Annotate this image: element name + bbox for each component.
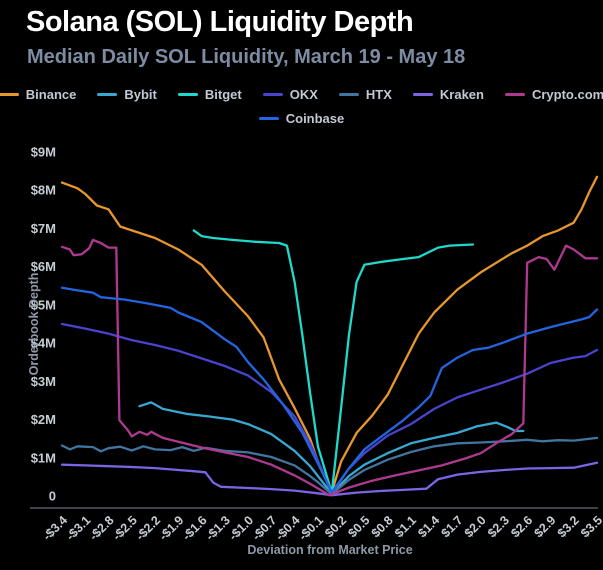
y-tick-9m: $9M bbox=[31, 145, 56, 160]
x-tick-0.8: $0.8 bbox=[369, 513, 396, 540]
legend-swatch-kraken bbox=[412, 92, 433, 97]
legend-swatch-binance bbox=[0, 92, 19, 97]
x-tick-2.8-neg: -$2.8 bbox=[87, 513, 117, 543]
x-tick-0.7-neg: -$0.7 bbox=[249, 513, 279, 543]
line-crypto-com bbox=[60, 238, 599, 497]
x-tick-3.4-neg: -$3.4 bbox=[40, 513, 70, 543]
y-tick-6m: $6M bbox=[31, 259, 56, 274]
legend-item-okx[interactable]: OKX bbox=[262, 87, 318, 102]
legend-row-1: Binance Bybit Bitget OKX HTX Kraken Crypto.com bbox=[0, 86, 603, 103]
x-tick-0.1-neg: -$0.1 bbox=[296, 513, 326, 543]
line-htx bbox=[60, 436, 599, 496]
x-tick-1.0-neg: -$1.0 bbox=[226, 513, 256, 543]
legend-item-coinbase[interactable]: Coinbase bbox=[258, 111, 345, 126]
line-binance bbox=[60, 175, 599, 494]
x-tick-0.4-neg: -$0.4 bbox=[273, 513, 303, 543]
legend-swatch-crypto-com bbox=[504, 92, 525, 97]
y-tick-0: 0 bbox=[49, 489, 56, 504]
x-tick-2.5-neg: -$2.5 bbox=[110, 513, 140, 543]
legend-swatch-okx bbox=[262, 92, 283, 97]
x-tick-1.9-neg: -$1.9 bbox=[156, 513, 186, 543]
x-tick-2.6: $2.6 bbox=[508, 513, 535, 540]
legend-label-bitget: Bitget bbox=[204, 87, 242, 102]
line-bitget bbox=[192, 229, 475, 495]
legend-label-coinbase: Coinbase bbox=[285, 111, 345, 126]
x-axis-title: Deviation from Market Price bbox=[247, 543, 412, 557]
legend-item-bitget[interactable]: Bitget bbox=[177, 87, 242, 102]
x-tick-2.2-neg: -$2.2 bbox=[133, 513, 163, 543]
y-axis-tick-labels: 0 $1M $2M $3M $4M $5M $6M $7M $8M $9M bbox=[31, 145, 56, 504]
series-lines bbox=[60, 175, 599, 497]
line-kraken bbox=[60, 461, 599, 497]
y-tick-8m: $8M bbox=[31, 183, 56, 198]
page-title: Solana (SOL) Liquidity Depth bbox=[26, 6, 414, 38]
y-axis-title: Orderbook Depth bbox=[27, 273, 41, 376]
chart-legend: Binance Bybit Bitget OKX HTX Kraken Crypto.com… bbox=[0, 86, 603, 134]
x-tick-3.5: $3.5 bbox=[578, 513, 603, 540]
x-tick-3.2: $3.2 bbox=[555, 513, 582, 540]
x-tick-2.0: $2.0 bbox=[462, 513, 489, 540]
legend-label-binance: Binance bbox=[25, 87, 77, 102]
y-tick-4m: $4M bbox=[31, 336, 56, 351]
x-tick-1.3-neg: -$1.3 bbox=[203, 513, 233, 543]
legend-row-2: Coinbase bbox=[0, 110, 603, 127]
legend-swatch-bybit bbox=[97, 92, 118, 97]
x-tick-1.4: $1.4 bbox=[415, 513, 442, 540]
legend-label-crypto-com: Crypto.com bbox=[531, 87, 603, 102]
legend-item-kraken[interactable]: Kraken bbox=[412, 87, 484, 102]
liquidity-depth-chart: 0$1M$2M$3M$4M$5M$6M$7M$8M$9M -$3.4-$3.1-… bbox=[27, 145, 603, 557]
x-tick-0.2: $0.2 bbox=[322, 513, 349, 540]
line-coinbase bbox=[60, 286, 599, 494]
legend-label-okx: OKX bbox=[289, 87, 318, 102]
y-tick-3m: $3M bbox=[31, 374, 56, 389]
legend-item-crypto-com[interactable]: Crypto.com bbox=[504, 87, 603, 102]
legend-label-htx: HTX bbox=[365, 87, 392, 102]
x-tick-0.5: $0.5 bbox=[345, 513, 372, 540]
legend-swatch-htx bbox=[338, 92, 359, 97]
page-subtitle: Median Daily SOL Liquidity, March 19 - M… bbox=[27, 46, 466, 68]
x-axis-tick-labels: -$3.4-$3.1-$2.8-$2.5-$2.2-$1.9-$1.6-$1.3… bbox=[40, 513, 603, 543]
y-tick-1m: $1M bbox=[31, 450, 56, 465]
x-tick-1.6-neg: -$1.6 bbox=[180, 513, 210, 543]
x-tick-2.9: $2.9 bbox=[531, 513, 558, 540]
legend-item-binance[interactable]: Binance bbox=[0, 87, 76, 102]
line-bybit bbox=[138, 401, 525, 495]
legend-label-kraken: Kraken bbox=[439, 87, 484, 102]
legend-item-htx[interactable]: HTX bbox=[338, 87, 392, 102]
legend-item-bybit[interactable]: Bybit bbox=[97, 87, 157, 102]
y-tick-5m: $5M bbox=[31, 297, 56, 312]
x-tick-1.1: $1.1 bbox=[392, 513, 419, 540]
x-tick-2.3: $2.3 bbox=[485, 513, 512, 540]
y-tick-2m: $2M bbox=[31, 412, 56, 427]
x-tick-3.1-neg: -$3.1 bbox=[63, 513, 93, 543]
x-tick-1.7: $1.7 bbox=[438, 513, 465, 540]
y-tick-7m: $7M bbox=[31, 221, 56, 236]
legend-label-bybit: Bybit bbox=[124, 87, 157, 102]
legend-swatch-bitget bbox=[177, 92, 198, 97]
legend-swatch-coinbase bbox=[258, 116, 279, 121]
